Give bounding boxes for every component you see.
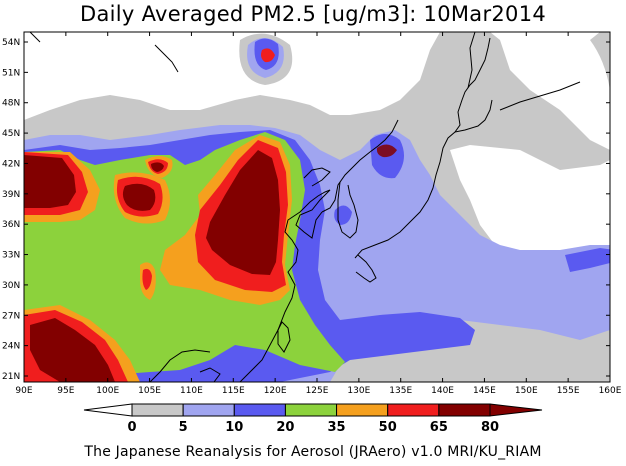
colorbar-arrow-low xyxy=(83,403,133,417)
colorbar-label: 65 xyxy=(430,420,448,435)
field-level-80-e xyxy=(30,318,115,382)
lat-tick-label: 30N xyxy=(2,281,20,291)
lon-tick-label: 160E xyxy=(599,386,622,396)
colorbar-segment xyxy=(438,403,491,417)
field-level-80-d xyxy=(206,150,280,275)
axis-ticks: 90E 95E 100E 105E 110E 115E 120E 125E 130E 135E 14… xyxy=(2,32,622,396)
field-level-80-c xyxy=(151,162,164,172)
field-level-80-b xyxy=(122,183,156,211)
coastline-sakhalin xyxy=(467,32,476,89)
field-level-20-korea xyxy=(334,205,352,225)
lon-tick-label: 120E xyxy=(264,386,287,396)
lat-tick-label: 24N xyxy=(2,342,20,352)
lon-tick-label: 130E xyxy=(347,386,370,396)
colorbar-label: 80 xyxy=(481,420,499,435)
coastline-china-east xyxy=(239,189,331,382)
lat-tick-label: 36N xyxy=(2,220,20,230)
lon-tick-label: 115E xyxy=(222,386,245,396)
coastline-kurils xyxy=(499,81,581,111)
colorbar-label: 0 xyxy=(127,420,136,435)
coastline-japan xyxy=(354,37,491,259)
lon-tick-label: 155E xyxy=(557,386,580,396)
coastline-lake-small xyxy=(29,32,41,43)
lat-tick-label: 39N xyxy=(2,190,20,200)
coastline-hainan xyxy=(199,367,221,382)
lat-tick-label: 45N xyxy=(2,129,20,139)
coastline-bohai xyxy=(303,167,331,187)
lat-tick-label: 54N xyxy=(2,38,20,48)
colorbar-label: 20 xyxy=(276,420,294,435)
colorbar-segment xyxy=(131,403,184,417)
colorbar-segment xyxy=(233,403,286,417)
colorbar-segment xyxy=(387,403,440,417)
lat-tick-label: 42N xyxy=(2,159,20,169)
lon-tick-label: 150E xyxy=(515,386,538,396)
lon-tick-label: 135E xyxy=(389,386,412,396)
field-level-80-f xyxy=(376,144,397,158)
lon-tick-label: 140E xyxy=(431,386,454,396)
lat-tick-label: 27N xyxy=(2,311,20,321)
coastline-lake-baikal xyxy=(154,44,179,73)
lat-tick-label: 21N xyxy=(2,372,20,382)
colorbar-segment xyxy=(182,403,235,417)
coastline-taiwan xyxy=(277,321,291,353)
lon-tick-label: 90E xyxy=(15,386,32,396)
coastline-hokkaido xyxy=(454,99,493,133)
colorbar-label: 10 xyxy=(225,420,243,435)
pm25-map: 90E 95E 100E 105E 110E 115E 120E 125E 130E 135E 14… xyxy=(2,31,622,435)
lat-tick-label: 33N xyxy=(2,251,20,261)
colorbar-arrow-high xyxy=(489,403,543,417)
coastline-korea xyxy=(321,119,399,213)
coastline-vietnam xyxy=(149,349,211,382)
lon-tick-label: 110E xyxy=(180,386,203,396)
lon-tick-label: 95E xyxy=(57,386,74,396)
map-title: Daily Averaged PM2.5 [ug/m3]: 10Mar2014 xyxy=(79,2,547,26)
coastline-japan-south xyxy=(355,254,377,283)
concentration-field xyxy=(24,32,610,382)
field-level-65-g xyxy=(142,268,152,290)
lat-tick-label: 48N xyxy=(2,99,20,109)
lon-tick-label: 105E xyxy=(138,386,161,396)
field-level-20-pacific xyxy=(565,248,610,272)
lon-tick-label: 145E xyxy=(473,386,496,396)
lon-tick-label: 125E xyxy=(306,386,329,396)
coastline xyxy=(29,32,581,382)
field-level-80 xyxy=(24,155,76,208)
colorbar-label: 5 xyxy=(179,420,188,435)
colorbar-segment xyxy=(336,403,389,417)
footer-credit: The Japanese Reanalysis for Aerosol (JRA… xyxy=(84,444,542,460)
colorbar-label: 50 xyxy=(379,420,397,435)
field-level-5-east xyxy=(590,32,610,90)
coastline-korea-peninsula xyxy=(337,181,359,239)
colorbar: 0 5 10 20 35 50 65 80 xyxy=(83,403,543,435)
colorbar-label: 35 xyxy=(328,420,346,435)
lon-tick-label: 100E xyxy=(96,386,119,396)
lat-tick-label: 51N xyxy=(2,68,20,78)
field-level-65-f xyxy=(261,48,275,63)
colorbar-segment xyxy=(284,403,338,417)
